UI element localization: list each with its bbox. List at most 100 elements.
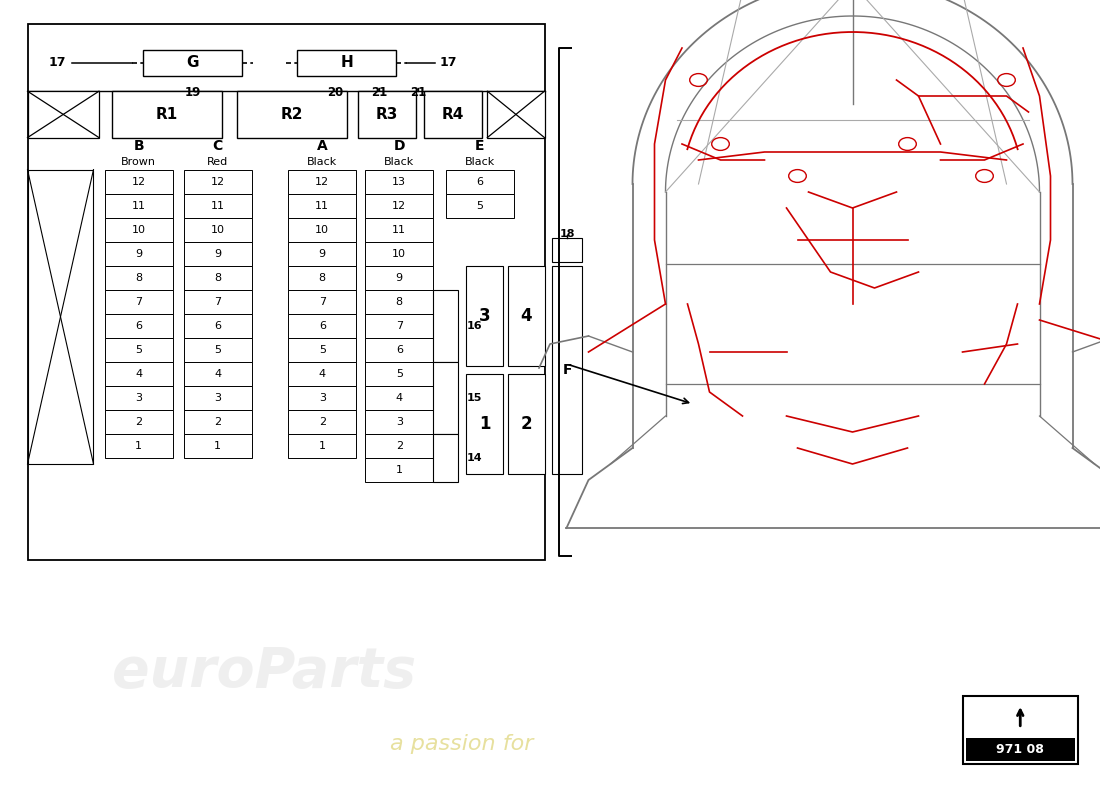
Text: 2: 2 [396,441,403,450]
Text: Black: Black [307,157,338,166]
Bar [104,266,173,290]
Text: 12: 12 [316,177,329,186]
Bar [288,170,356,194]
Bar [365,170,433,194]
Bar [297,50,396,76]
Text: 4: 4 [214,369,221,378]
Text: 14: 14 [466,453,482,462]
Bar [433,362,458,434]
Text: 16: 16 [466,321,482,330]
Bar [28,91,99,138]
Text: 8: 8 [214,273,221,282]
Text: 5: 5 [214,345,221,354]
Bar [104,338,173,362]
Bar [184,242,252,266]
Text: 15: 15 [466,393,482,402]
Bar [104,386,173,410]
Text: E: E [475,138,484,153]
Text: 10: 10 [211,225,224,234]
Text: 6: 6 [319,321,326,330]
Bar [424,91,482,138]
Text: 17: 17 [440,56,458,70]
Bar [104,242,173,266]
Text: R3: R3 [375,107,398,122]
Text: 3: 3 [319,393,326,402]
Text: 10: 10 [393,249,406,258]
Text: 11: 11 [211,201,224,210]
Text: 2: 2 [319,417,326,426]
Text: 9: 9 [214,249,221,258]
Bar [466,374,503,474]
Text: 4: 4 [135,369,142,378]
Text: 5: 5 [319,345,326,354]
Bar [104,170,173,194]
Text: 3: 3 [396,417,403,426]
Bar [365,338,433,362]
Text: a passion for: a passion for [390,734,534,754]
Bar [433,290,458,362]
Bar [365,458,433,482]
Bar [365,386,433,410]
Text: 1: 1 [478,414,491,433]
Text: 5: 5 [135,345,142,354]
Bar [184,386,252,410]
Bar [184,338,252,362]
Bar [358,91,416,138]
Text: 6: 6 [396,345,403,354]
Bar [184,170,252,194]
Text: 4: 4 [396,393,403,402]
Bar [236,91,346,138]
Text: C: C [212,138,223,153]
Bar [104,194,173,218]
Text: R1: R1 [156,107,178,122]
Text: 4: 4 [520,306,532,325]
Bar [288,362,356,386]
Bar [104,290,173,314]
Bar [962,696,1078,764]
Bar [446,170,514,194]
Text: 19: 19 [185,86,200,99]
Text: 5: 5 [476,201,483,210]
Text: F: F [562,362,572,377]
Bar [365,314,433,338]
Text: 8: 8 [396,297,403,306]
Text: 1: 1 [396,465,403,474]
Text: 9: 9 [135,249,142,258]
Bar [552,238,582,262]
Text: 7: 7 [135,297,142,306]
Text: Black: Black [464,157,495,166]
Bar [288,194,356,218]
Text: 5: 5 [396,369,403,378]
Text: G: G [186,55,199,70]
Bar [28,170,94,464]
Text: 10: 10 [132,225,145,234]
Text: H: H [340,55,353,70]
Text: 6: 6 [476,177,483,186]
Bar [508,374,544,474]
Text: Red: Red [207,157,229,166]
Bar [104,434,173,458]
Text: 3: 3 [478,306,491,325]
Text: 13: 13 [393,177,406,186]
Bar [104,362,173,386]
Bar [288,338,356,362]
Bar [508,266,544,366]
Bar [466,266,503,366]
Text: 1: 1 [214,441,221,450]
Bar [487,91,544,138]
Bar [446,194,514,218]
Bar [184,410,252,434]
Text: 2: 2 [214,417,221,426]
Bar [104,410,173,434]
Bar [184,362,252,386]
Text: 9: 9 [319,249,326,258]
Text: 20: 20 [328,86,343,99]
Text: R4: R4 [441,107,464,122]
Text: 7: 7 [396,321,403,330]
Text: 3: 3 [214,393,221,402]
Bar [112,91,222,138]
Text: 17: 17 [48,56,66,70]
Text: 18: 18 [559,229,575,238]
Text: 2: 2 [520,414,532,433]
Text: Brown: Brown [121,157,156,166]
